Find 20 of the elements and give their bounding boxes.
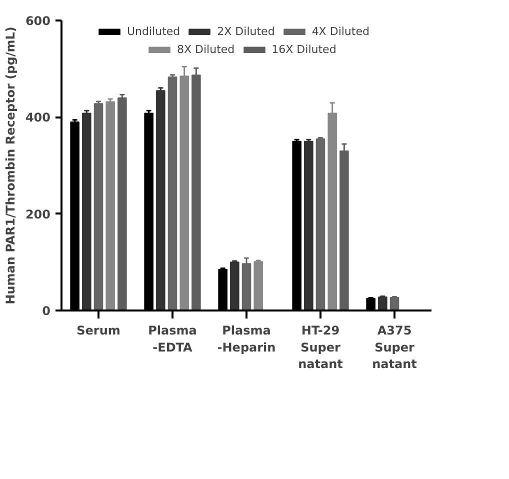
x-tick-label: Plasma -EDTA [148, 324, 197, 354]
legend-label: 4X Diluted [312, 25, 370, 38]
y-tick-label: 200 [25, 207, 51, 222]
y-tick-label: 600 [25, 14, 51, 28]
bar [254, 261, 263, 310]
legend-label: 16X Diluted [272, 43, 336, 56]
y-tick-label: 0 [42, 304, 51, 318]
legend-label: Undiluted [127, 25, 180, 38]
x-tick-label: Serum [76, 324, 120, 338]
bar [230, 262, 240, 310]
legend-label: 8X Diluted [177, 43, 235, 56]
bar [378, 296, 388, 310]
y-tick-label: 400 [25, 110, 51, 125]
legend-label: 2X Diluted [217, 25, 275, 38]
x-tick-label: HT-29 Super natant [298, 324, 344, 372]
x-tick-label: A375 Super natant [372, 324, 418, 372]
bar [242, 263, 252, 310]
x-tick-label: Plasma -Heparin [217, 324, 276, 354]
y-axis-title: Human PAR1/Thrombin Receptor (pg/mL) [3, 26, 18, 304]
bar [316, 138, 326, 310]
